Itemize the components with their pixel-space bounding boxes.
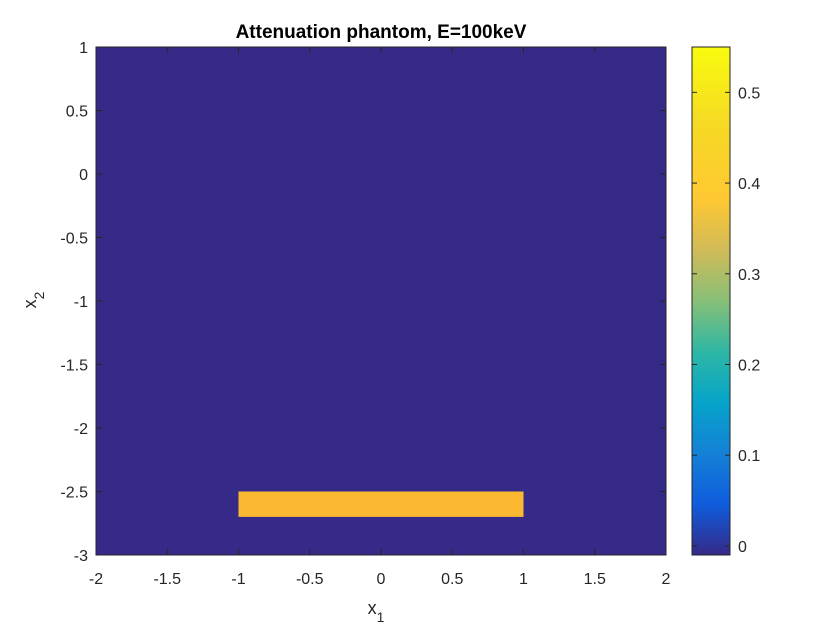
x-axis-label-subscript: 1	[377, 609, 385, 625]
x-tick-label: 0	[377, 571, 386, 588]
x-tick-label: 1.5	[584, 571, 606, 588]
x-tick-label: -1	[231, 571, 245, 588]
colorbar-tick-label: 0.3	[738, 267, 760, 284]
y-tick-label: -2.5	[60, 485, 88, 502]
y-tick-label: -1	[74, 294, 88, 311]
x-tick-label: 0.5	[441, 571, 463, 588]
heatmap-background	[96, 47, 666, 555]
colorbar-tick-label: 0.1	[738, 448, 760, 465]
chart-title: Attenuation phantom, E=100keV	[236, 22, 527, 43]
y-tick-label: 0.5	[66, 104, 88, 121]
colorbar-tick-label: 0.2	[738, 358, 760, 375]
x-axis-label: x1	[368, 598, 385, 625]
y-axis-label: x2	[20, 291, 47, 308]
colorbar-tick-label: 0.5	[738, 85, 760, 102]
colorbar: 0 0.1 0.2 0.3 0.4 0.5	[691, 46, 760, 556]
colorbar-tick-label: 0.4	[738, 176, 760, 193]
y-axis-label-subscript: 2	[31, 291, 47, 299]
y-tick-label: 0	[79, 167, 88, 184]
colorbar-tick-label: 0	[738, 539, 747, 556]
heatmap-region-0	[238, 491, 524, 517]
y-tick-label: -0.5	[60, 231, 88, 248]
x-tick-label: -2	[89, 571, 103, 588]
y-tick-label: -1.5	[60, 358, 88, 375]
plot-area: -2 -1.5 -1 -0.5 0 0.5 1 1.5 2 1 0.5 0 -0.5 -1 -1.5 -2 -2…	[60, 40, 670, 588]
x-tick-label: -0.5	[296, 571, 324, 588]
y-tick-label: -2	[74, 421, 88, 438]
y-tick-label: 1	[79, 40, 88, 57]
x-tick-label: 1	[519, 571, 528, 588]
y-tick-label: -3	[74, 548, 88, 565]
colorbar-gradient	[691, 46, 731, 556]
x-tick-label: 2	[662, 571, 671, 588]
x-tick-label: -1.5	[153, 571, 181, 588]
